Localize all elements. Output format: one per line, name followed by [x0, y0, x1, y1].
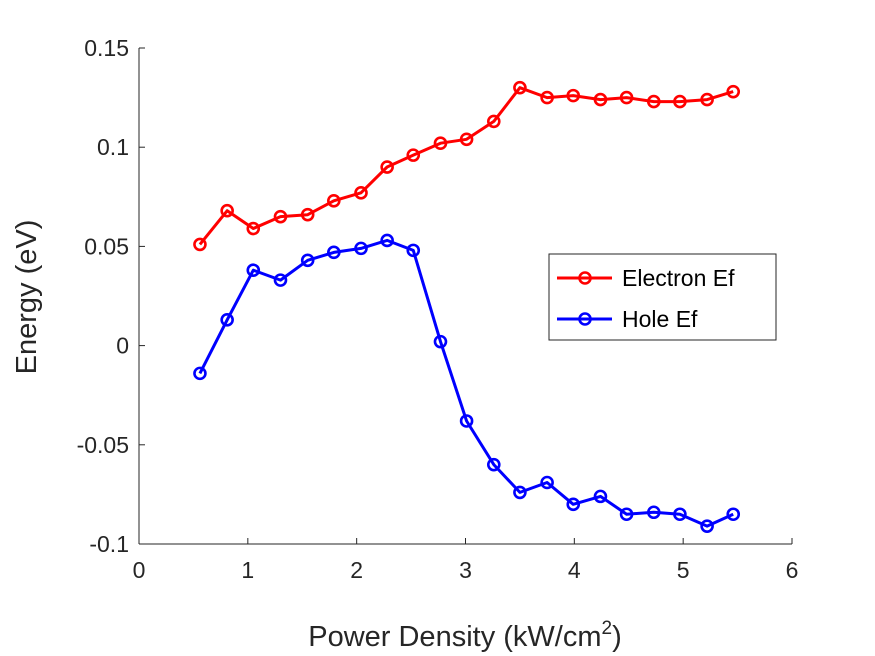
data-point: [646, 94, 661, 109]
data-point: [673, 507, 687, 522]
data-point: [273, 273, 288, 287]
legend-label: Electron Ef: [622, 265, 735, 291]
data-point: [406, 243, 421, 258]
data-point: [459, 132, 474, 147]
y-tick-label: 0: [116, 333, 129, 359]
data-point: [433, 136, 448, 151]
data-point: [220, 313, 234, 327]
data-point: [433, 334, 448, 349]
data-point: [300, 253, 315, 268]
x-axis-title-main: Power Density (kW/cm: [308, 621, 601, 653]
series-layer: [193, 80, 741, 533]
data-point: [354, 186, 368, 200]
data-point: [593, 489, 608, 504]
data-point: [646, 505, 661, 520]
data-point: [459, 414, 474, 428]
data-point: [327, 245, 341, 260]
series-1: [193, 233, 741, 533]
x-tick-label: 5: [677, 557, 690, 583]
data-point: [380, 233, 394, 248]
series-line: [198, 86, 734, 246]
x-axis-title-superscript: 2: [602, 618, 613, 639]
data-point: [726, 84, 741, 99]
data-point: [193, 366, 207, 381]
legend-label: Hole Ef: [622, 306, 698, 332]
data-point: [273, 209, 288, 224]
data-point: [593, 92, 608, 107]
x-axis-title-suffix: ): [612, 621, 622, 653]
data-point: [540, 90, 554, 105]
y-axis-title: Energy (eV): [11, 220, 43, 375]
x-axis-title: Power Density (kW/cm2): [308, 618, 622, 653]
data-point: [566, 497, 581, 512]
x-tick-label: 6: [786, 557, 799, 583]
data-point: [700, 92, 714, 107]
legend-swatch-marker: [578, 271, 592, 285]
data-point: [380, 160, 394, 174]
data-point: [726, 507, 741, 522]
axes: 0 1 2 3 4 5 6 -0.1 -0.05 0 0.05 0.1 0.15: [77, 35, 799, 583]
data-point: [566, 88, 581, 103]
data-point: [513, 485, 527, 500]
data-point: [619, 507, 634, 522]
data-point: [327, 193, 341, 208]
y-tick-label: -0.05: [77, 432, 129, 458]
y-tick-label: 0.15: [84, 35, 129, 61]
data-point: [513, 80, 527, 95]
data-point: [486, 114, 501, 129]
x-tick-label: 3: [459, 557, 472, 583]
data-point: [300, 207, 315, 222]
legend: Electron Ef Hole Ef: [548, 253, 777, 341]
legend-swatch-marker: [578, 312, 592, 326]
data-point: [354, 241, 368, 256]
x-tick-label: 2: [350, 557, 363, 583]
data-point: [220, 203, 234, 218]
legend-box: [548, 253, 777, 341]
data-point: [486, 457, 501, 472]
x-tick-label: 4: [568, 557, 581, 583]
data-point: [246, 263, 261, 278]
x-tick-label: 0: [133, 557, 146, 583]
y-tick-label: -0.1: [89, 531, 129, 557]
y-tick-label: 0.05: [84, 233, 129, 259]
data-point: [246, 221, 261, 236]
data-point: [673, 94, 687, 109]
data-point: [406, 148, 421, 162]
data-point: [700, 519, 714, 533]
y-tick-label: 0.1: [97, 134, 129, 160]
x-tick-label: 1: [241, 557, 254, 583]
data-point: [619, 90, 634, 105]
data-point: [193, 237, 207, 252]
series-line: [198, 238, 734, 528]
data-point: [540, 475, 554, 490]
series-0: [193, 80, 741, 252]
